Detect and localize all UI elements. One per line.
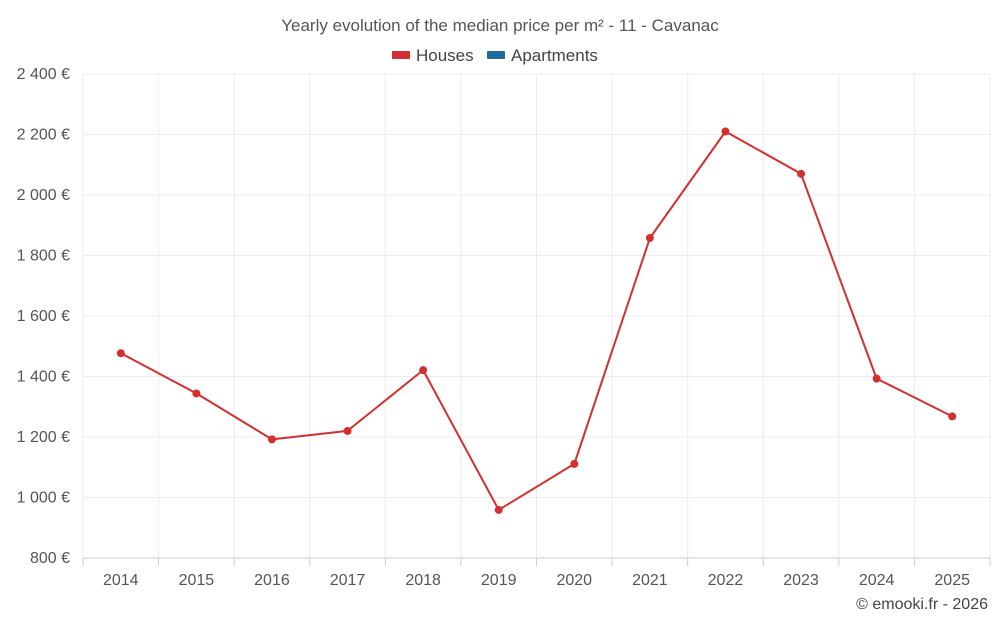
legend-label-apartments: Apartments <box>511 46 598 65</box>
data-point-houses-2017[interactable] <box>343 426 352 435</box>
y-tick-label: 1 800 € <box>17 248 70 265</box>
data-point-houses-2024[interactable] <box>872 374 881 383</box>
y-tick-label: 2 000 € <box>17 187 70 204</box>
x-tick-label: 2014 <box>103 572 139 589</box>
x-tick-label: 2016 <box>254 572 290 589</box>
data-point-houses-2015[interactable] <box>192 389 201 398</box>
x-tick-label: 2021 <box>632 572 668 589</box>
legend-swatch-apartments <box>487 51 505 59</box>
y-tick-label: 1 600 € <box>17 308 70 325</box>
x-tick-label: 2025 <box>934 572 970 589</box>
data-point-houses-2025[interactable] <box>948 412 957 421</box>
series-line-houses <box>120 130 953 511</box>
data-point-houses-2020[interactable] <box>570 459 579 468</box>
legend-swatch-houses <box>392 51 410 59</box>
legend-item-houses[interactable]: Houses <box>392 46 474 65</box>
credit-text: © emooki.fr - 2026 <box>856 596 988 613</box>
legend-label-houses: Houses <box>416 46 474 65</box>
data-point-houses-2019[interactable] <box>494 505 503 514</box>
series-group <box>116 127 957 514</box>
y-tick-label: 1 400 € <box>17 369 70 386</box>
x-tick-label: 2024 <box>859 572 895 589</box>
x-tick-label: 2015 <box>179 572 215 589</box>
y-axis: 800 € 1 000 € 1 200 € 1 400 € 1 600 € 1 800 €… <box>17 66 70 567</box>
grid <box>82 73 991 559</box>
data-point-houses-2014[interactable] <box>116 349 125 358</box>
data-point-houses-2022[interactable] <box>721 127 730 136</box>
y-tick-label: 2 200 € <box>17 127 70 144</box>
x-tick-label: 2023 <box>783 572 819 589</box>
data-point-houses-2016[interactable] <box>267 435 276 444</box>
x-tick-label: 2017 <box>330 572 366 589</box>
x-tick-label: 2018 <box>405 572 441 589</box>
y-tick-label: 800 € <box>30 550 70 567</box>
data-point-houses-2021[interactable] <box>645 233 654 242</box>
x-axis: 2014 2015 2016 2017 2018 2019 2020 2021 2022 2023… <box>82 558 991 589</box>
chart-title: Yearly evolution of the median price per… <box>281 16 719 35</box>
data-point-houses-2023[interactable] <box>797 169 806 178</box>
legend-item-apartments[interactable]: Apartments <box>487 46 598 65</box>
y-tick-label: 1 200 € <box>17 429 70 446</box>
x-tick-label: 2019 <box>481 572 517 589</box>
y-tick-label: 1 000 € <box>17 490 70 507</box>
x-tick-label: 2022 <box>708 572 744 589</box>
y-tick-label: 2 400 € <box>17 66 70 83</box>
legend: Houses Apartments <box>392 46 598 65</box>
data-point-houses-2018[interactable] <box>419 366 428 375</box>
x-tick-label: 2020 <box>556 572 592 589</box>
